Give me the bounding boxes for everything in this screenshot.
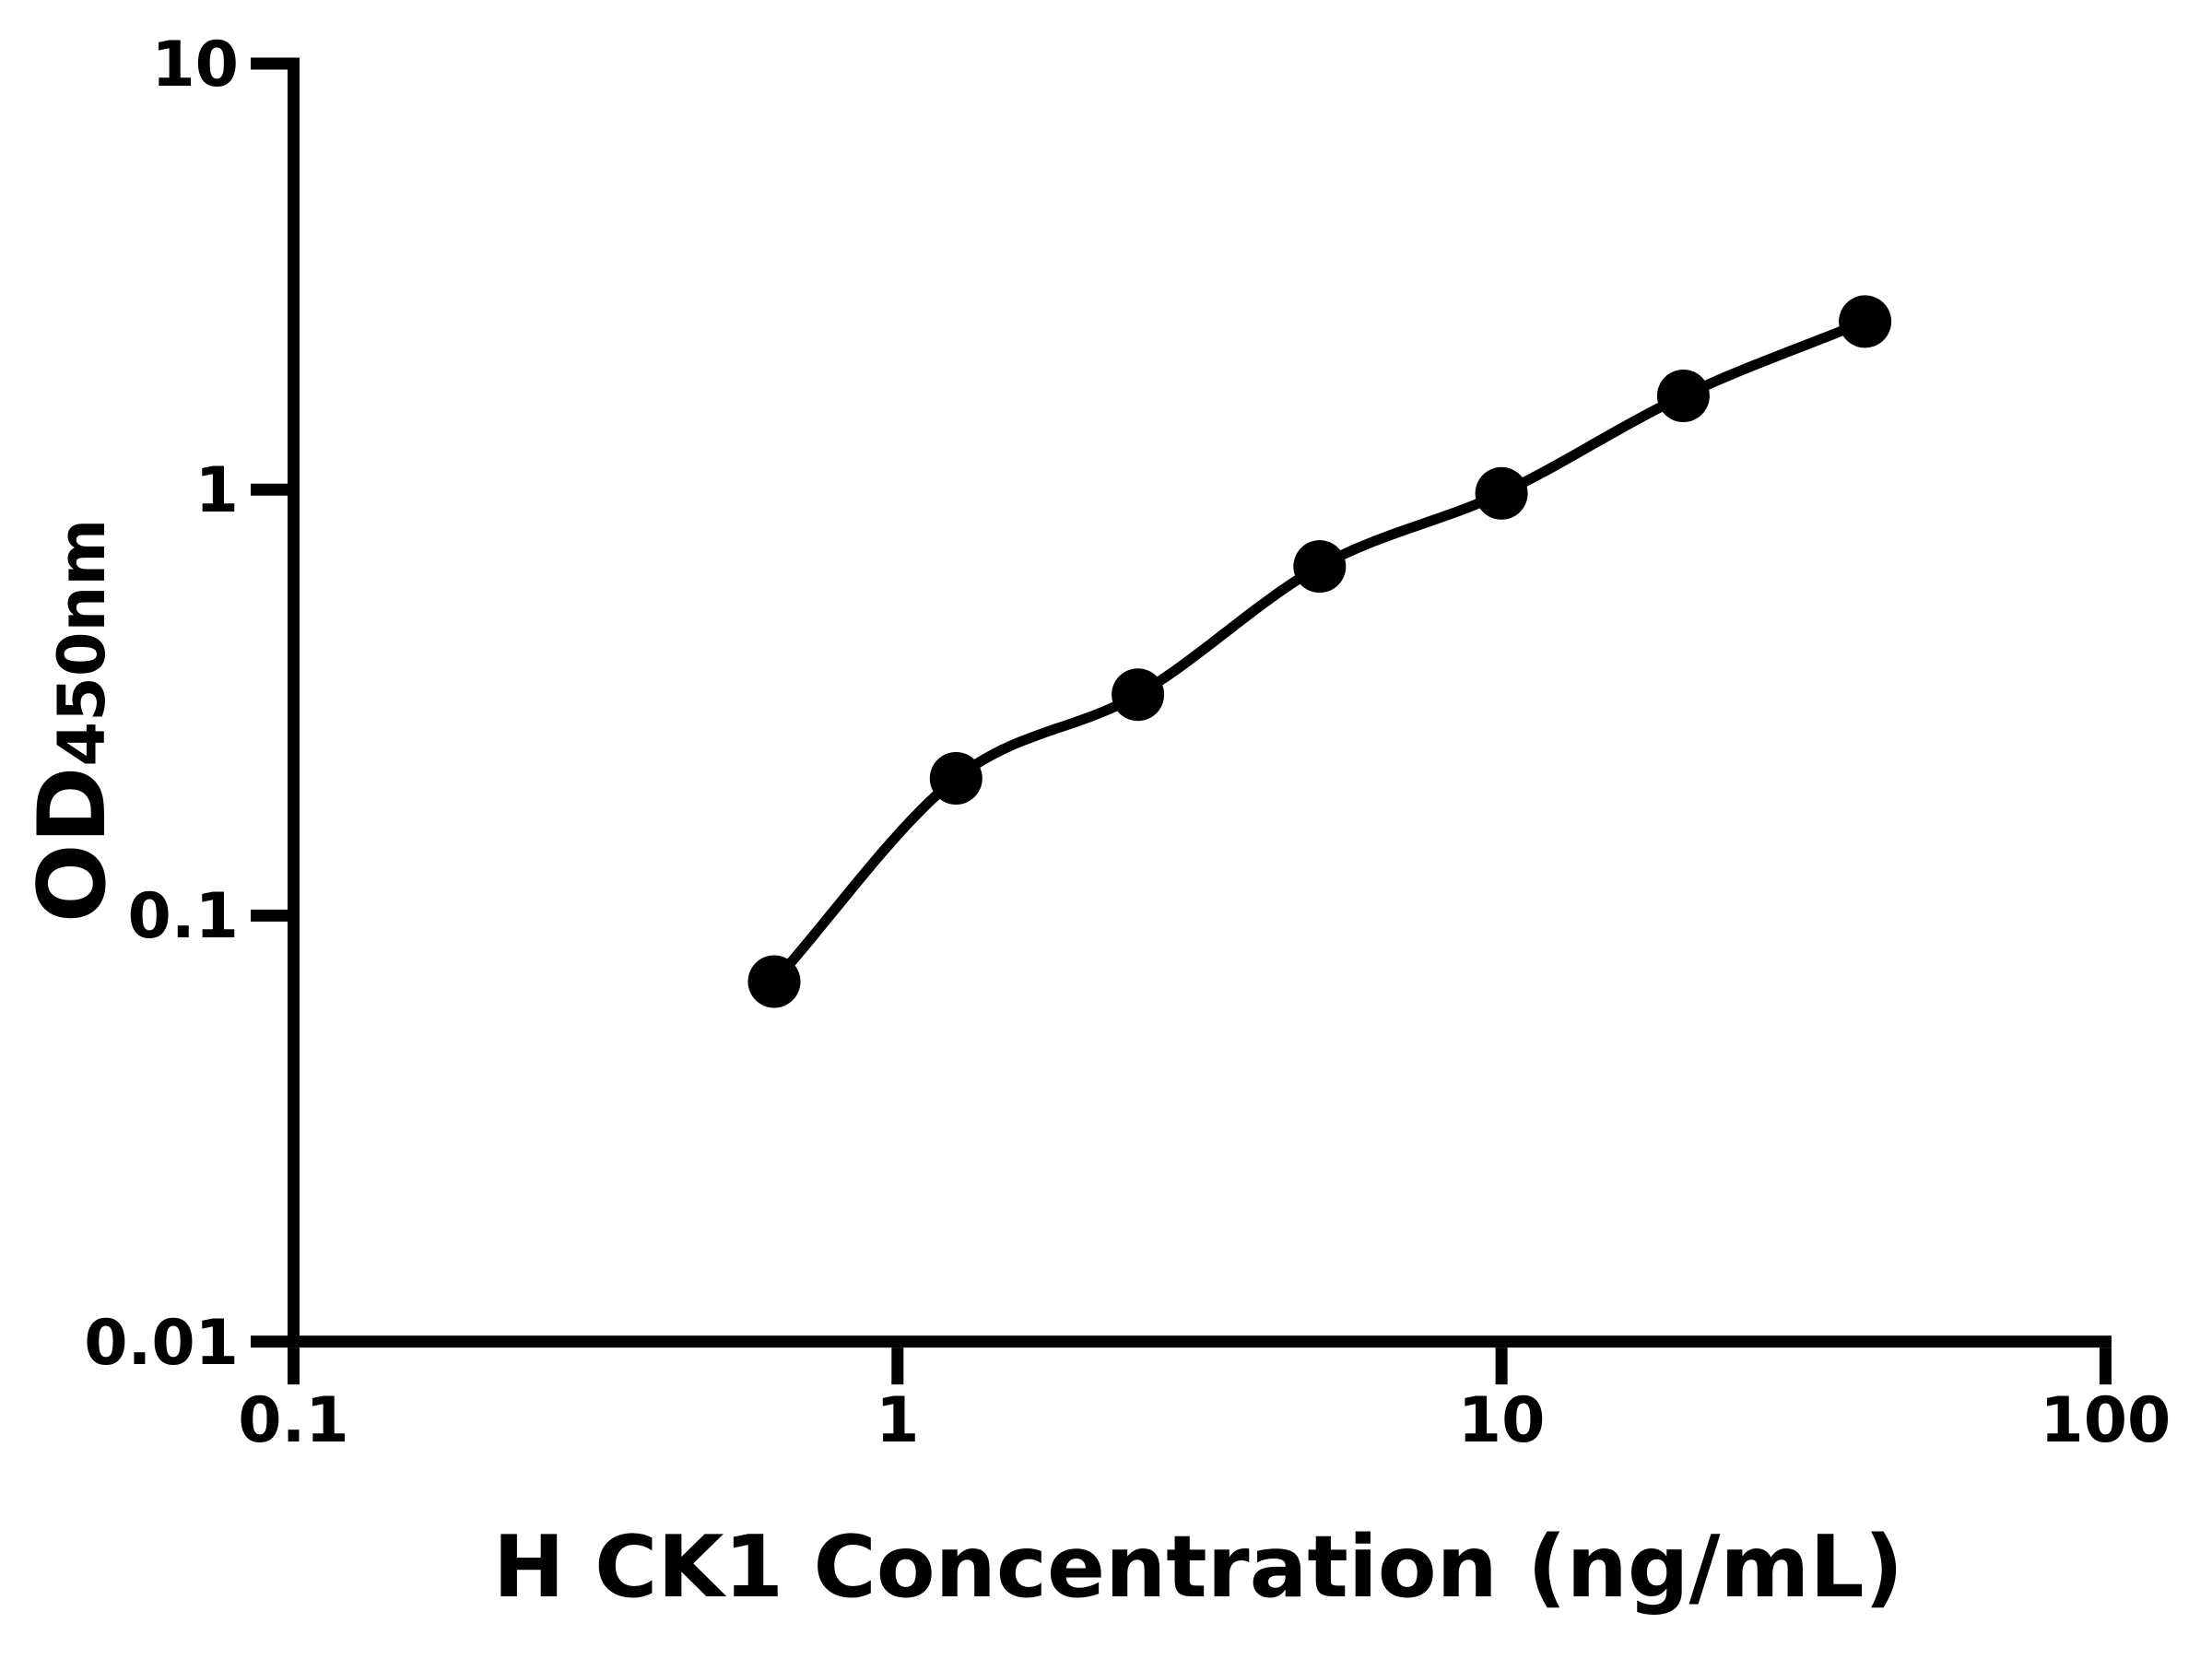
x-tick-label-0.1: 0.1 — [238, 1384, 348, 1457]
x-axis-title: H CK1 Concentration (ng/mL) — [493, 1517, 1903, 1617]
x-tick-label-10: 10 — [1458, 1384, 1546, 1457]
data-point-40 — [1839, 295, 1892, 348]
fit-curve — [769, 316, 1871, 987]
plot-layer — [747, 295, 1892, 1008]
axes-layer — [251, 57, 2112, 1385]
data-point-0.625 — [747, 955, 801, 1008]
y-tick-label-1: 1 — [195, 454, 239, 527]
data-point-2.5 — [1112, 668, 1165, 722]
y-axis-title-main: OD — [18, 767, 126, 924]
x-tick-label-100: 100 — [2040, 1384, 2171, 1457]
y-axis-title-sub: 450nm — [44, 519, 120, 767]
y-tick-label-0.01: 0.01 — [84, 1307, 239, 1380]
data-point-1.25 — [929, 752, 982, 805]
data-point-10 — [1475, 466, 1528, 520]
y-tick-label-10: 10 — [151, 29, 239, 101]
data-point-20 — [1656, 370, 1710, 422]
y-axis-title: OD450nm — [18, 519, 126, 924]
y-tick-label-0.1: 0.1 — [128, 880, 239, 953]
x-tick-label-1: 1 — [876, 1384, 919, 1457]
data-point-5 — [1293, 540, 1347, 594]
